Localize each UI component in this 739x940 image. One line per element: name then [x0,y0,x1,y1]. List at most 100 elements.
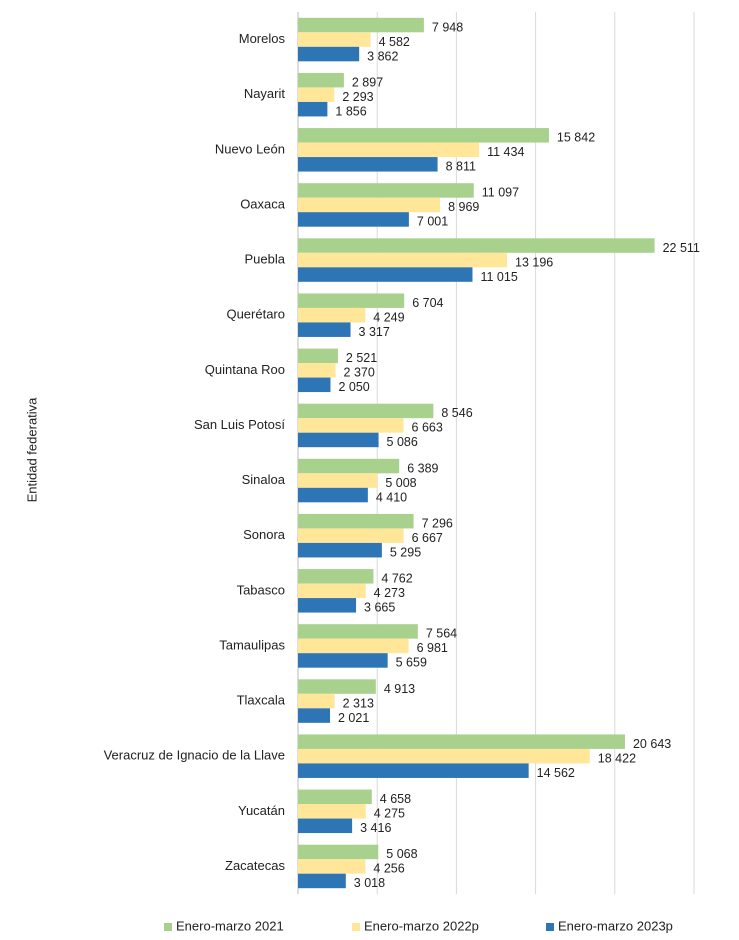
value-label: 8 969 [448,200,479,214]
bar [298,183,474,198]
category-label: Querétaro [226,307,285,322]
bar [298,818,353,834]
bar [298,708,331,723]
value-label: 4 913 [384,682,415,696]
value-label: 14 562 [537,766,575,780]
bar [298,157,438,172]
bar [298,17,424,33]
y-axis-title: Entidad federativa [24,397,39,503]
bar [298,473,378,488]
bar [298,458,400,474]
value-label: 18 422 [598,751,636,765]
bar [298,763,529,778]
bar [298,322,351,337]
bar [298,267,473,282]
value-label: 4 658 [380,792,411,806]
category-label: Tamaulipas [219,637,285,652]
legend-label: Enero-marzo 2022p [364,918,479,933]
bar [298,873,346,889]
bar [298,87,335,102]
bar [298,377,331,393]
value-label: 2 897 [352,75,383,89]
value-label: 2 293 [342,90,373,104]
value-label: 6 389 [407,461,438,475]
value-label: 3 862 [367,49,398,63]
value-label: 5 008 [385,476,416,490]
category-label: Sonora [243,527,286,542]
value-label: 2 521 [346,351,377,365]
bar [298,844,379,860]
bar [298,46,360,62]
value-label: 2 021 [338,711,369,725]
bar [298,542,382,558]
value-label: 7 564 [426,627,457,641]
bar [298,693,335,709]
value-label: 4 273 [374,586,405,600]
bar [298,72,344,88]
bar [298,679,376,694]
legend-swatch [546,923,554,931]
category-label: Oaxaca [240,196,286,211]
bar [298,348,338,364]
value-label: 7 948 [432,20,463,34]
bar [298,403,434,419]
category-label: Tlaxcala [237,693,286,708]
value-label: 4 275 [374,807,405,821]
legend-swatch [164,923,172,931]
bar [298,197,441,213]
bar [298,748,590,764]
category-label: Tabasco [237,582,285,597]
category-label: Morelos [239,31,286,46]
category-label: Veracruz de Ignacio de la Llave [104,748,285,763]
value-label: 11 015 [480,270,517,284]
value-label: 11 434 [487,145,524,159]
value-label: 8 546 [441,406,472,420]
value-label: 2 050 [338,380,369,394]
value-label: 2 370 [344,366,375,380]
bar [298,128,549,143]
value-label: 6 704 [412,296,443,310]
value-label: 22 511 [663,241,700,255]
category-label: Nayarit [244,86,286,101]
bar [298,432,379,448]
value-label: 4 256 [373,862,404,876]
category-label: Nuevo León [215,141,285,156]
bar [298,528,404,543]
category-label: Zacatecas [225,858,285,873]
value-label: 4 582 [379,35,410,49]
legend-swatch [352,923,360,931]
value-label: 4 410 [376,490,407,504]
category-label: San Luis Potosí [194,417,285,432]
value-label: 4 762 [381,572,412,586]
bar [298,142,480,158]
bar [298,32,371,47]
bar [298,293,405,308]
value-label: 8 811 [446,160,476,174]
value-label: 6 663 [412,421,443,435]
value-label: 5 068 [386,847,417,861]
value-label: 3 665 [364,601,395,615]
bar [298,734,625,749]
legend-label: Enero-marzo 2021 [176,918,284,933]
bar [298,363,336,378]
value-label: 3 416 [360,821,391,835]
value-label: 6 981 [417,641,448,655]
bar [298,212,409,227]
category-label: Quintana Roo [205,362,285,377]
bar [298,101,328,117]
bar [298,487,368,503]
bar [298,569,374,584]
bar [298,653,388,668]
value-label: 7 296 [422,516,453,530]
legend-label: Enero-marzo 2023p [558,918,673,933]
bar [298,307,366,323]
value-label: 20 643 [633,737,671,751]
value-label: 7 001 [417,215,448,229]
bar [298,789,372,805]
category-label: Sinaloa [242,472,286,487]
value-label: 3 018 [354,876,385,890]
bar [298,638,409,654]
bar [298,624,418,639]
value-label: 4 249 [373,310,404,324]
